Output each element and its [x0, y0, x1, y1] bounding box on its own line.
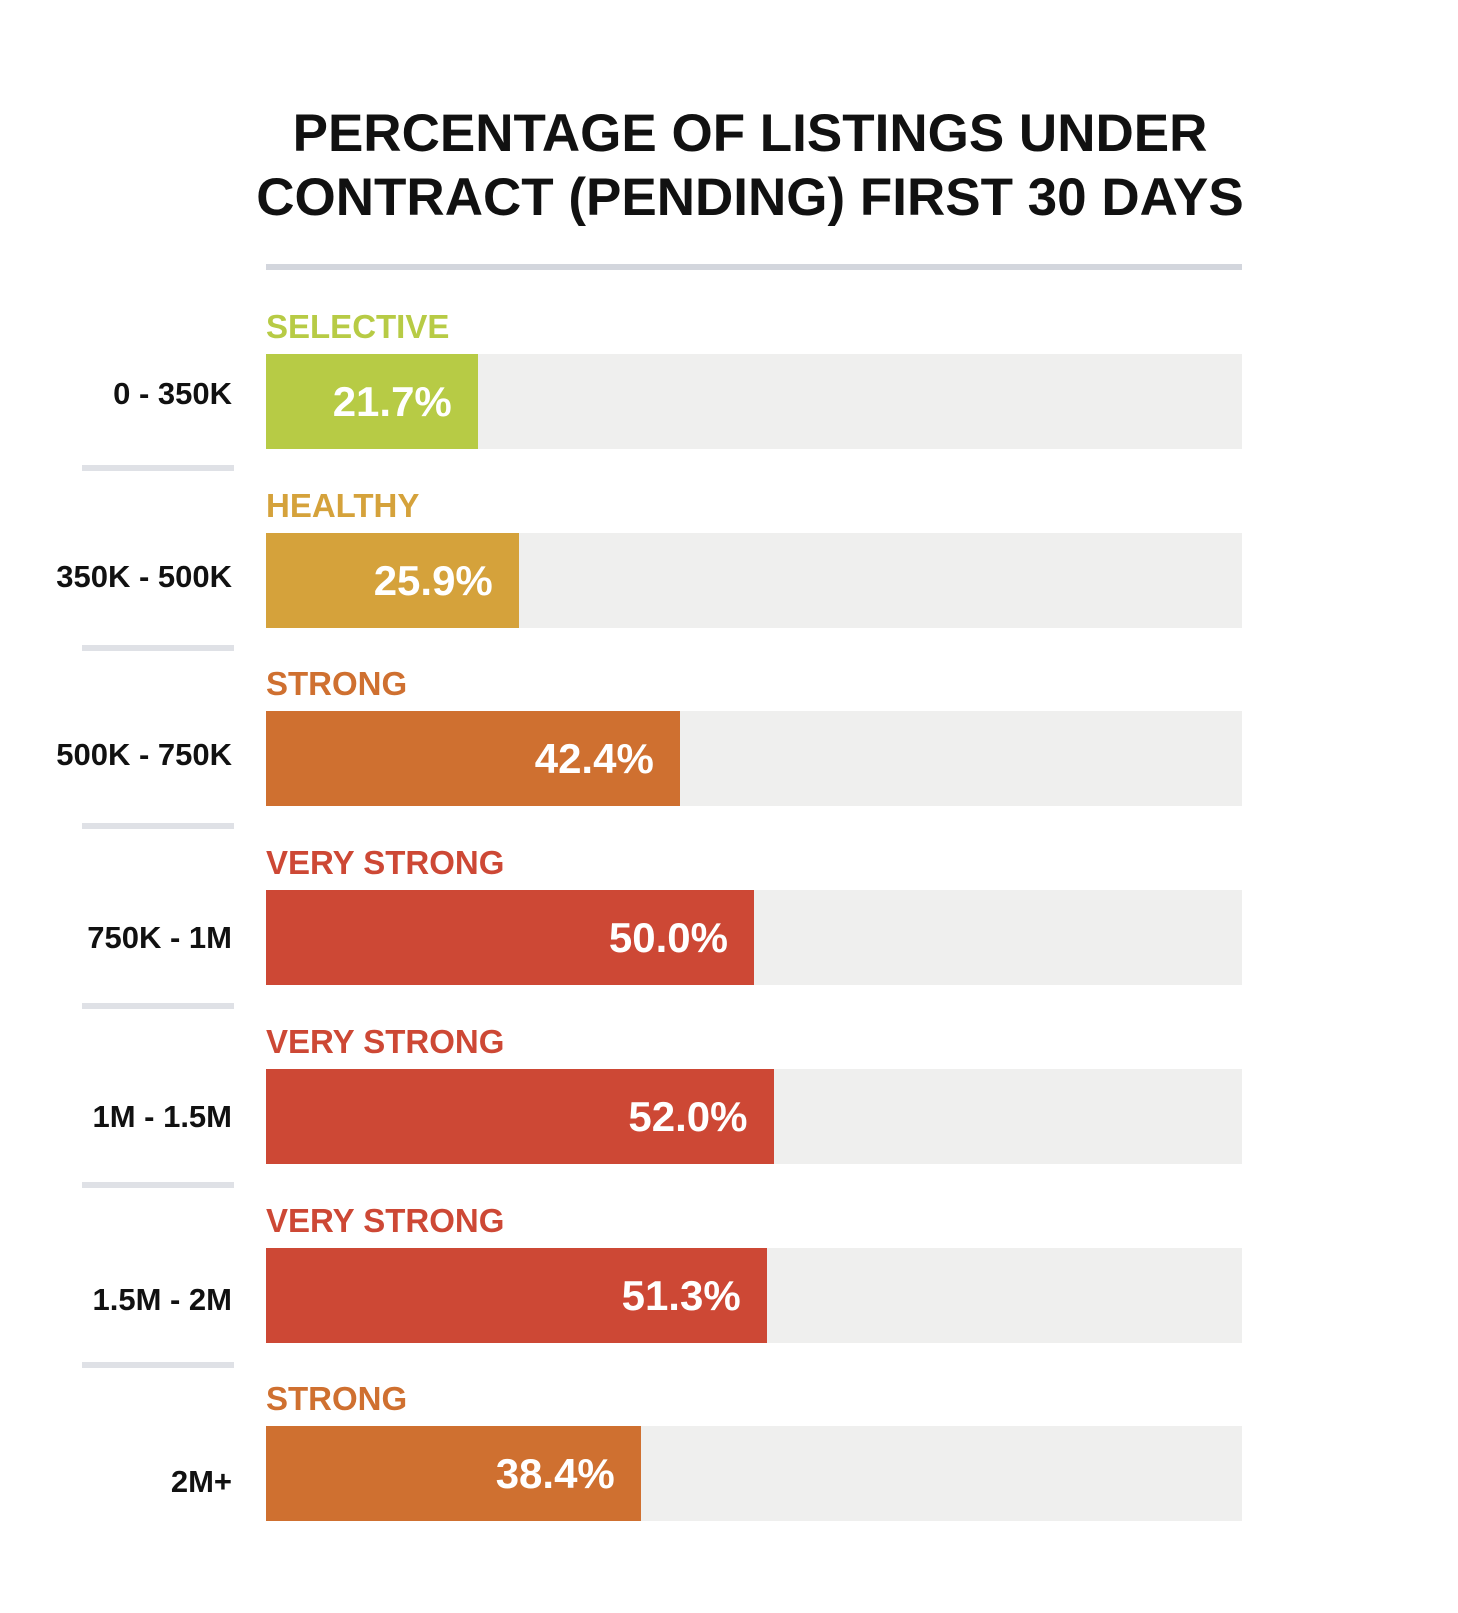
row-separator — [82, 1362, 234, 1368]
bar: 51.3% — [266, 1248, 767, 1343]
bar-value-label: 51.3% — [621, 1272, 741, 1319]
bar: 25.9% — [266, 533, 519, 628]
category-label: STRONG — [266, 665, 408, 702]
row-separator — [82, 1003, 234, 1009]
category-label: VERY STRONG — [266, 1202, 505, 1239]
price-range-label: 500K - 750K — [56, 737, 232, 772]
bar: 52.0% — [266, 1069, 774, 1164]
bar-value-label: 52.0% — [628, 1093, 748, 1140]
bar-track: 51.3% — [266, 1248, 1242, 1343]
category-label: VERY STRONG — [266, 1023, 505, 1060]
category-label: SELECTIVE — [266, 308, 450, 345]
chart-title-line-2: CONTRACT (PENDING) FIRST 30 DAYS — [256, 168, 1244, 227]
title-divider — [266, 264, 1242, 270]
bar: 21.7% — [266, 354, 478, 449]
price-range-label: 2M+ — [170, 1464, 232, 1499]
chart-title-line-1: PERCENTAGE OF LISTINGS UNDER — [292, 104, 1208, 163]
price-range-label: 750K - 1M — [87, 920, 232, 955]
bar-track: 42.4% — [266, 711, 1242, 806]
category-label: STRONG — [266, 1380, 408, 1417]
row-separator — [82, 465, 234, 471]
bar-track: 50.0% — [266, 890, 1242, 985]
bar: 50.0% — [266, 890, 754, 985]
bar-value-label: 38.4% — [495, 1450, 615, 1497]
row-separator — [82, 645, 234, 651]
category-label: VERY STRONG — [266, 844, 505, 881]
bar-value-label: 42.4% — [534, 735, 654, 782]
price-range-label: 350K - 500K — [56, 559, 232, 594]
row-separator — [82, 823, 234, 829]
bar: 42.4% — [266, 711, 680, 806]
row-separator — [82, 1182, 234, 1188]
bar-value-label: 50.0% — [608, 914, 728, 961]
price-range-label: 0 - 350K — [113, 376, 232, 411]
bar-track: 21.7% — [266, 354, 1242, 449]
bar-track: 25.9% — [266, 533, 1242, 628]
price-range-label: 1M - 1.5M — [92, 1099, 232, 1134]
bar-track: 38.4% — [266, 1426, 1242, 1521]
category-label: HEALTHY — [266, 487, 420, 524]
price-range-label: 1.5M - 2M — [92, 1282, 232, 1317]
bar-value-label: 25.9% — [373, 557, 493, 604]
bar: 38.4% — [266, 1426, 641, 1521]
bar-value-label: 21.7% — [332, 378, 452, 425]
bar-track: 52.0% — [266, 1069, 1242, 1164]
